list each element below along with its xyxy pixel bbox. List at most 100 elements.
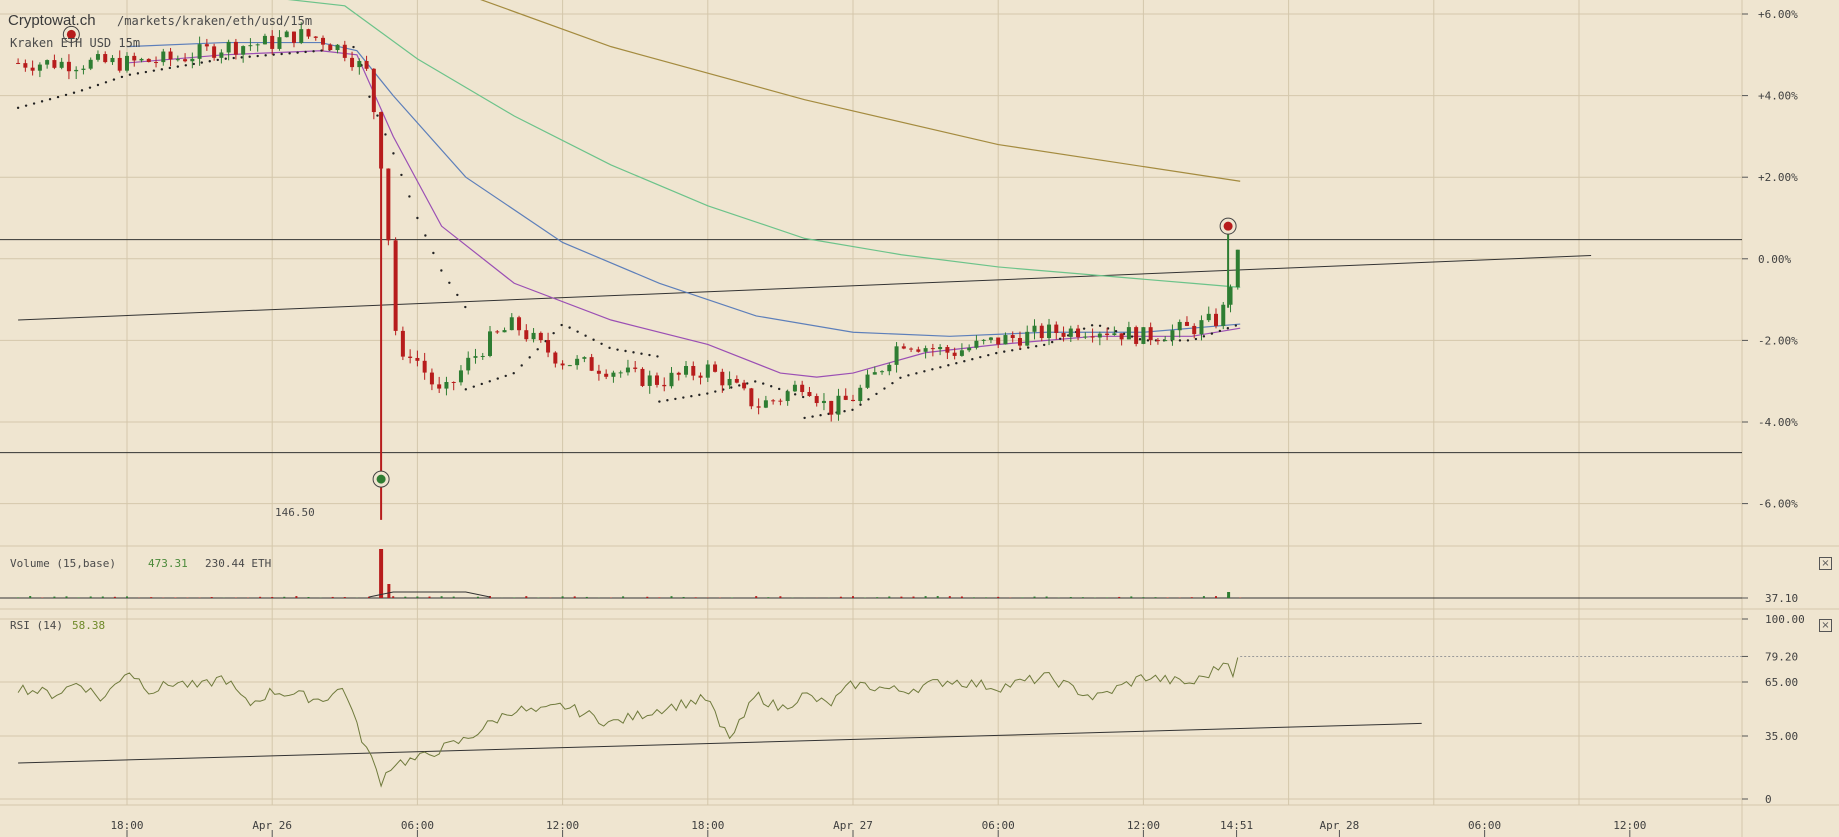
candle-body	[1155, 340, 1160, 342]
candle-body	[662, 384, 667, 387]
sar-dot	[738, 384, 741, 387]
volume-bar	[573, 596, 576, 598]
sar-dot	[616, 348, 619, 351]
sar-dot	[1082, 327, 1086, 330]
low-price-label: 146.50	[275, 506, 315, 519]
sar-dot	[640, 352, 643, 355]
volume-bar	[525, 596, 528, 598]
candle-body	[509, 317, 514, 331]
candle-body	[800, 384, 805, 393]
sar-dot	[232, 56, 235, 60]
close-rsi-panel-button[interactable]: ×	[1819, 619, 1832, 632]
candle-body	[625, 367, 630, 373]
volume-bar	[1166, 597, 1169, 598]
candle-body	[705, 364, 710, 378]
candle-body	[575, 358, 580, 366]
sar-dot	[746, 382, 749, 385]
x-axis-label: 12:00	[546, 819, 579, 832]
sar-dot	[907, 374, 910, 377]
candle-body	[1199, 320, 1204, 335]
sar-dot	[1210, 332, 1214, 335]
candle-body	[408, 356, 413, 358]
candle-body	[981, 339, 986, 341]
candle-body	[342, 44, 347, 58]
candle-body	[350, 57, 355, 68]
candle-body	[1177, 321, 1182, 331]
x-axis-label: 18:00	[110, 819, 143, 832]
candle-body	[1126, 327, 1131, 340]
x-axis-label: 12:00	[1127, 819, 1160, 832]
sar-dot	[875, 392, 878, 396]
candle-body	[233, 41, 238, 55]
volume-bar	[985, 597, 988, 598]
sar-dot	[304, 50, 307, 54]
candle-body	[270, 35, 275, 49]
candle-body	[916, 349, 921, 352]
price-axis-label: 0.00%	[1758, 253, 1791, 266]
sar-dot	[762, 382, 765, 385]
volume-bar	[646, 596, 649, 598]
market-path[interactable]: /markets/kraken/eth/usd/15m	[117, 14, 312, 28]
candle-body	[321, 37, 326, 45]
volume-bar	[428, 596, 431, 598]
candle-body	[763, 400, 768, 408]
price-axis-label: +4.00%	[1758, 90, 1798, 103]
x-axis-label: Apr 28	[1320, 819, 1360, 832]
volume-bar	[392, 596, 395, 598]
candle-body	[379, 112, 384, 169]
sar-dot	[1042, 343, 1046, 347]
volume-title: Volume (15,base)	[10, 557, 116, 570]
candle-body	[466, 357, 471, 371]
candle-body	[567, 365, 572, 367]
candle-body	[988, 337, 993, 340]
sar-dot	[1050, 340, 1054, 344]
volume-bar	[888, 596, 891, 598]
close-volume-panel-button[interactable]: ×	[1819, 557, 1832, 570]
candle-body	[1068, 328, 1073, 337]
sar-dot	[408, 195, 411, 198]
sar-dot	[867, 398, 870, 401]
candle-body	[444, 381, 449, 389]
volume-bar	[1142, 597, 1145, 598]
site-title[interactable]: Cryptowat.ch	[8, 12, 96, 29]
sar-dot	[208, 60, 211, 63]
candle-body	[306, 29, 311, 37]
volume-bar	[1130, 596, 1133, 598]
grid	[0, 0, 1742, 805]
sar-dot	[200, 61, 203, 64]
sar-dot	[674, 397, 677, 401]
sar-dot	[456, 293, 459, 297]
sar-dot	[376, 114, 379, 117]
candle-body	[59, 61, 64, 68]
candle-body	[393, 240, 398, 331]
candle-body	[1047, 324, 1052, 339]
sar-dot	[632, 351, 635, 354]
moving-average-green	[287, 0, 1241, 288]
volume-bar	[924, 596, 927, 598]
x-axis-label: 06:00	[1468, 819, 1501, 832]
candle-body	[219, 52, 224, 58]
candle-body	[190, 58, 195, 62]
sar-dot	[248, 55, 251, 58]
candle-body	[829, 400, 834, 415]
candle-body	[168, 51, 173, 60]
sar-dot	[120, 75, 124, 79]
rsi-axis-label: 79.20	[1765, 650, 1798, 663]
candle-body	[146, 58, 151, 63]
x-axis-label: 06:00	[401, 819, 434, 832]
sar-dot	[811, 415, 814, 418]
candle-body	[52, 60, 57, 68]
sar-dot	[682, 396, 685, 399]
volume-bar	[452, 596, 455, 598]
candle-body	[778, 400, 783, 402]
sar-dot	[939, 366, 942, 369]
candle-body	[618, 372, 623, 374]
volume-bar	[912, 596, 915, 598]
candle-body	[88, 59, 93, 69]
candle-body	[865, 374, 870, 388]
price-axis-label: -2.00%	[1758, 334, 1798, 347]
sar-dot	[754, 380, 757, 383]
volume-bar	[852, 596, 854, 598]
sar-dot	[1090, 324, 1094, 327]
sar-dot	[931, 368, 934, 371]
